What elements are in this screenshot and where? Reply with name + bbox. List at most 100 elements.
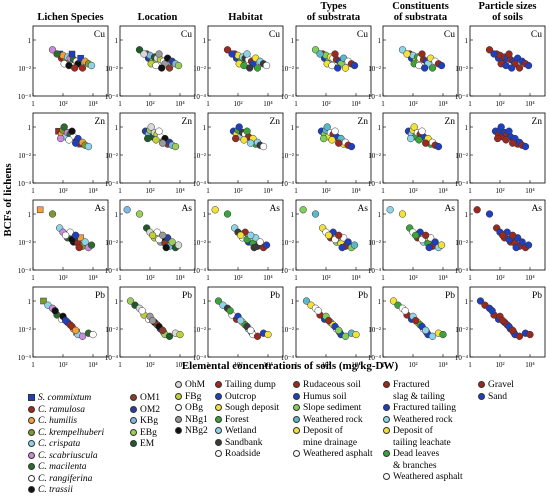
x-tick-label: 1 [31, 187, 35, 195]
data-point [148, 231, 157, 239]
data-point [165, 64, 174, 72]
y-tick-label: 1 [203, 37, 207, 45]
y-tick-label: 10⁻² [193, 152, 206, 160]
data-point [159, 326, 167, 335]
data-point [311, 46, 320, 54]
data-point [155, 127, 163, 135]
data-point [214, 297, 223, 305]
legend-marker [175, 404, 182, 411]
data-point [75, 243, 83, 252]
column-title: Constituents [392, 1, 449, 12]
data-point [314, 307, 322, 315]
element-label: Zn [357, 117, 368, 127]
legend-item: EBg [130, 428, 157, 439]
data-point [78, 332, 87, 340]
legend-marker [293, 450, 300, 457]
data-point [236, 316, 245, 325]
element-label: As [531, 204, 542, 214]
legend-label: Sand [488, 391, 507, 402]
data-point [159, 231, 167, 239]
legend-marker [28, 440, 35, 447]
legend-label-cont: tailing leachate [393, 437, 451, 448]
legend-label: Tailing dump [225, 380, 276, 390]
data-point [148, 316, 157, 325]
legend-label: Dead leaves [393, 449, 440, 459]
y-tick-label: 1 [465, 211, 469, 219]
x-tick-label: 10⁴ [351, 274, 361, 282]
data-point [323, 123, 331, 131]
data-point [515, 64, 524, 72]
x-tick-label: 1 [381, 274, 385, 282]
x-tick-label: 10⁴ [351, 100, 361, 108]
data-point [87, 241, 96, 249]
y-tick-label: 10⁻⁴ [455, 93, 469, 101]
y-tick-label: 10⁻⁴ [368, 354, 382, 362]
data-point [403, 50, 411, 58]
legend-label: C. rangiferina [38, 473, 93, 484]
legend-label: S. commixtum [38, 393, 92, 403]
legend-label-cont: slag & tailing [393, 391, 445, 402]
data-point [316, 50, 324, 58]
legend-item: Fractured tailing [383, 403, 456, 414]
x-tick-label: 10⁴ [263, 187, 273, 195]
legend-item: KBg [130, 416, 158, 427]
legend-marker [175, 415, 182, 423]
element-label: Cu [444, 30, 455, 40]
panel-frame [207, 112, 284, 184]
x-tick-label: 10⁴ [263, 100, 273, 108]
data-point [232, 134, 240, 143]
legend-marker [215, 438, 222, 446]
y-tick-label: 10⁻⁴ [368, 267, 382, 275]
x-tick-label: 10² [233, 361, 242, 369]
legend-marker [215, 427, 222, 434]
legend-label: C. scabriuscula [38, 450, 98, 461]
legend-label: EBg [140, 427, 157, 438]
data-point [512, 243, 520, 252]
data-point [331, 50, 339, 58]
x-tick-label: 10² [233, 187, 242, 195]
column-title: of substrata [307, 12, 361, 23]
y-tick-label: 1 [28, 211, 32, 219]
data-point [473, 206, 481, 214]
y-tick-label: 1 [115, 211, 119, 219]
legend-label: Outcrop [225, 391, 257, 402]
y-tick-label: 10⁻⁴ [18, 93, 32, 101]
legend-item: Rudaceous soil [293, 380, 361, 391]
legend-marker [383, 404, 390, 411]
data-point [126, 297, 135, 305]
x-tick-label: 1 [381, 187, 385, 195]
legend-marker [215, 381, 222, 388]
data-point [418, 127, 426, 135]
data-point [505, 50, 513, 58]
data-point [171, 142, 180, 151]
y-tick-label: 10⁻⁴ [281, 180, 295, 188]
x-tick-label: 10⁴ [438, 361, 448, 369]
legend-label: Deposit of [303, 426, 343, 436]
data-point [398, 210, 407, 218]
x-tick-label: 1 [381, 361, 385, 369]
data-point [162, 243, 170, 252]
element-label: Cu [531, 30, 542, 40]
y-tick-label: 1 [28, 37, 32, 45]
y-tick-label: 10⁻² [193, 239, 206, 247]
data-point [439, 330, 447, 339]
data-point [72, 326, 80, 335]
y-tick-label: 10⁻² [455, 326, 468, 334]
legend-item: Weathered rock [383, 415, 453, 426]
legend-label: Fractured tailing [393, 403, 457, 413]
data-point [422, 139, 430, 147]
legend-item: OM2 [130, 405, 160, 416]
data-point [352, 330, 360, 339]
legend-marker [28, 474, 35, 482]
legend-marker [293, 381, 300, 388]
element-label: As [181, 204, 192, 214]
data-point [299, 206, 307, 214]
x-tick-label: 10⁴ [438, 187, 448, 195]
x-tick-label: 10² [321, 100, 330, 108]
x-tick-label: 1 [468, 187, 472, 195]
